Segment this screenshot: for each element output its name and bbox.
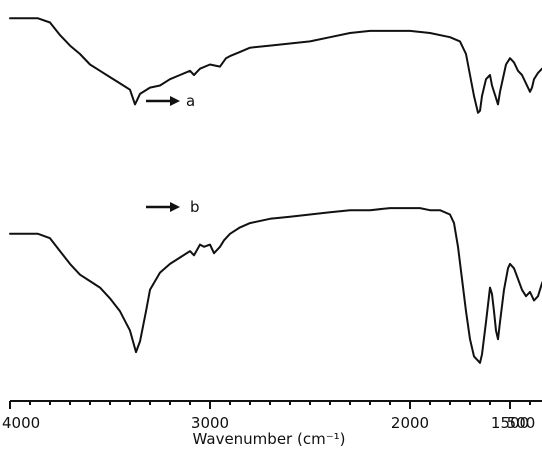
series-annotations: ab — [146, 92, 200, 216]
x-tick-label: 2000 — [391, 414, 429, 432]
arrow-head-a — [170, 96, 180, 106]
x-tick-label: 3000 — [191, 414, 229, 432]
x-tick-label: 4000 — [2, 414, 40, 432]
spectrum-curve-b — [9, 207, 542, 364]
x-tick-label: 1500 — [491, 414, 529, 432]
x-axis-title: Wavenumber (cm⁻¹) — [193, 430, 346, 448]
x-axis: 40003000200015001000500 — [2, 400, 542, 432]
spectrum-curves — [9, 17, 542, 364]
spectrum-curve-a — [9, 17, 542, 114]
x-tick-label: 500 — [507, 414, 536, 432]
series-label-a: a — [186, 92, 195, 110]
series-label-b: b — [190, 198, 200, 216]
arrow-head-b — [170, 202, 180, 212]
